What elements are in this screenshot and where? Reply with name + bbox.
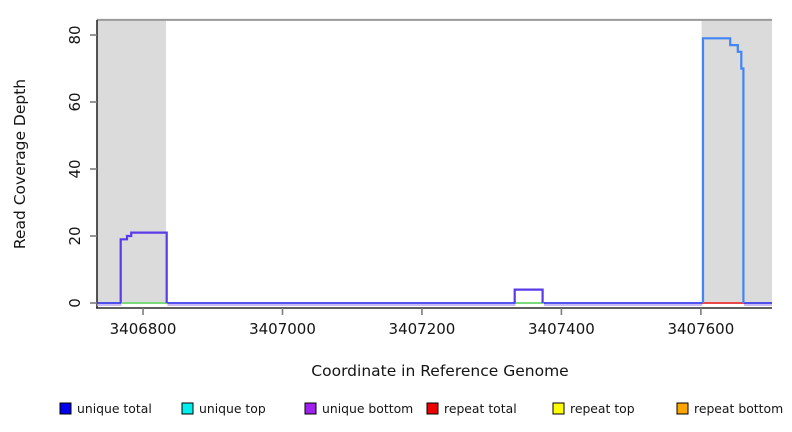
legend-item-repeat-bottom: repeat bottom [676, 401, 783, 416]
legend-swatch-repeat-bottom [676, 402, 689, 415]
unique-right-peak [701, 37, 745, 303]
legend-item-unique-top: unique top [181, 401, 266, 416]
legend-item-repeat-total: repeat total [426, 401, 517, 416]
y-axis-title: Read Coverage Depth [11, 79, 29, 249]
unique-left-peak [119, 231, 168, 303]
series-paths-layer [97, 37, 772, 306]
legend-label: unique bottom [322, 401, 413, 416]
legend-swatch-repeat-top [552, 402, 565, 415]
y-tick-label: 20 [66, 226, 84, 245]
legend-item-repeat-top: repeat top [552, 401, 635, 416]
legend-label: unique total [77, 401, 152, 416]
y-tick-label: 0 [66, 298, 84, 308]
legend-swatch-unique-bottom [304, 402, 317, 415]
legend-swatch-unique-top [181, 402, 194, 415]
legend-swatch-repeat-total [426, 402, 439, 415]
x-axis-title: Coordinate in Reference Genome [311, 362, 568, 380]
legend-label: repeat top [570, 401, 635, 416]
y-tick-label: 80 [66, 25, 84, 44]
repeat-region-right [701, 19, 772, 305]
legend-swatch-unique-total [59, 402, 72, 415]
shaded-regions-layer [97, 18, 772, 305]
legend: unique total unique top unique bottom repea… [59, 401, 783, 416]
unique-mid-bump [513, 288, 544, 303]
x-tick-label: 3407600 [667, 320, 734, 338]
x-tick-label: 3406800 [110, 320, 177, 338]
legend-label: repeat bottom [694, 401, 783, 416]
legend-label: repeat total [444, 401, 517, 416]
legend-item-unique-total: unique total [59, 401, 152, 416]
legend-item-unique-bottom: unique bottom [304, 401, 413, 416]
repeat-region-left [97, 19, 167, 305]
x-tick-label: 3407000 [249, 320, 316, 338]
y-tick-label: 40 [66, 159, 84, 178]
legend-label: unique top [199, 401, 266, 416]
y-tick-label: 60 [66, 92, 84, 111]
x-tick-label: 3407400 [528, 320, 595, 338]
x-tick-label: 3407200 [389, 320, 456, 338]
axes-layer: 0 20 40 60 80 3406800 3407000 3407200 3407400 340… [66, 19, 772, 338]
